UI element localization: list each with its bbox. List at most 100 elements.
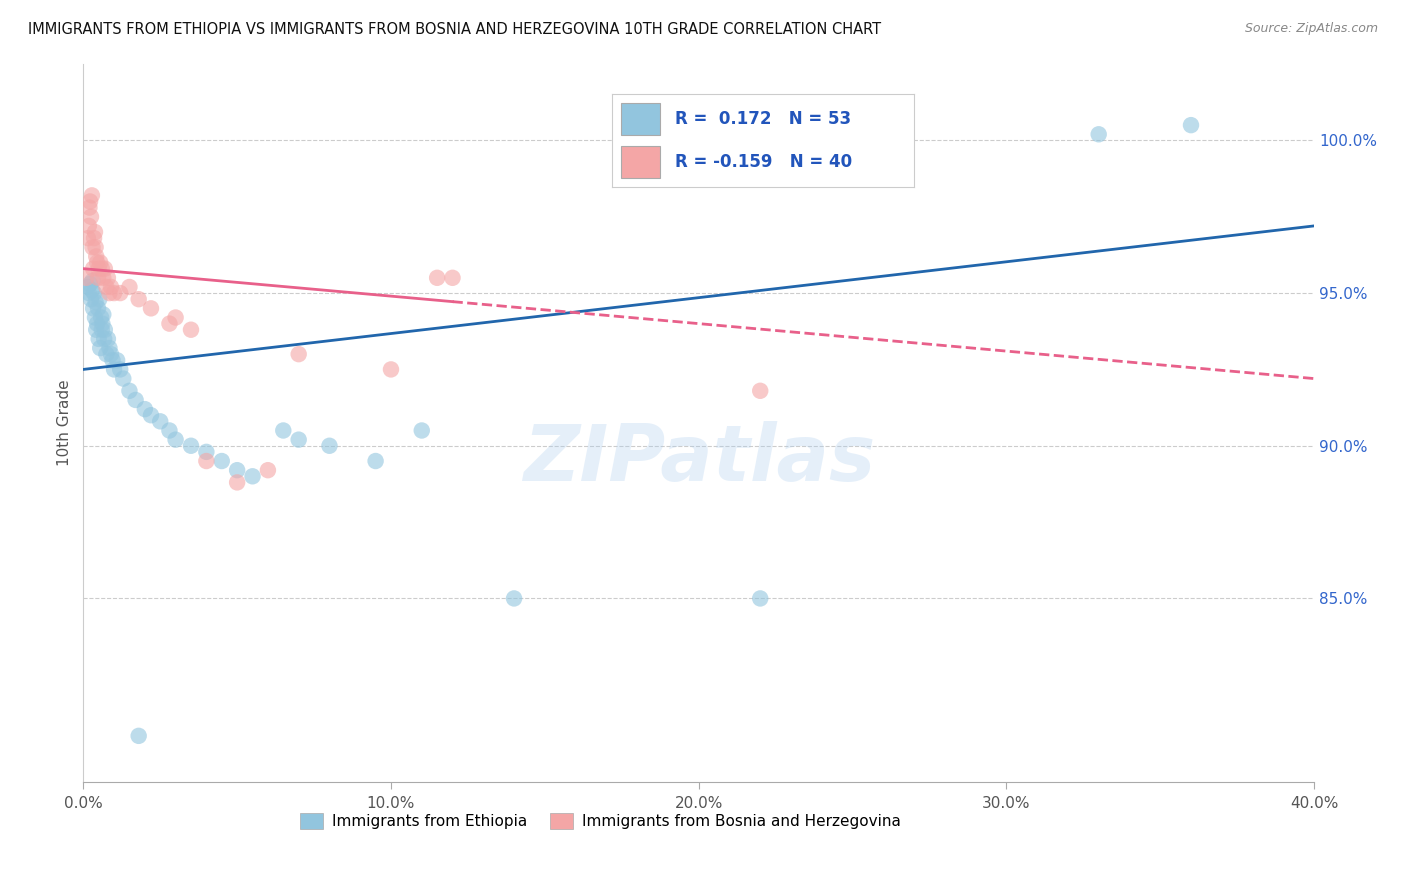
Point (749, 591, 772, 606)
Point (98, 286, 121, 301)
Point (84, 249, 107, 263)
Point (89, 341, 111, 355)
Point (118, 384, 141, 398)
Point (103, 286, 125, 301)
Point (257, 463, 280, 477)
Point (105, 353, 128, 368)
Point (211, 454, 233, 468)
Point (128, 292, 150, 306)
Point (82, 261, 104, 276)
Point (80, 283, 103, 297)
Point (82, 274, 104, 288)
Point (80, 292, 103, 306)
Point (83, 286, 105, 301)
Point (1087, 128, 1109, 142)
Point (90, 323, 112, 337)
Point (84, 225, 107, 239)
Point (80, 210, 103, 224)
Y-axis label: 10th Grade: 10th Grade (58, 380, 72, 467)
Text: R =  0.172   N = 53: R = 0.172 N = 53 (675, 110, 851, 128)
Point (84, 310, 107, 325)
Bar (620, 103, 659, 135)
Point (118, 280, 141, 294)
Point (749, 384, 772, 398)
Point (318, 439, 340, 453)
Point (77, 280, 100, 294)
Point (103, 362, 125, 376)
Point (82, 301, 104, 316)
Text: ZIPatlas: ZIPatlas (523, 421, 875, 497)
Point (287, 347, 309, 361)
Point (271, 424, 294, 438)
Point (89, 292, 111, 306)
Point (87, 261, 110, 276)
Point (83, 231, 105, 245)
Point (91, 270, 114, 285)
Text: IMMIGRANTS FROM ETHIOPIA VS IMMIGRANTS FROM BOSNIA AND HERZEGOVINA 10TH GRADE CO: IMMIGRANTS FROM ETHIOPIA VS IMMIGRANTS F… (28, 22, 882, 37)
Point (242, 469, 264, 483)
Point (87, 270, 110, 285)
Bar (620, 146, 659, 178)
Point (128, 729, 150, 743)
Point (364, 454, 387, 468)
Point (226, 475, 249, 490)
Point (159, 424, 181, 438)
Point (195, 454, 218, 468)
Point (84, 295, 107, 310)
Point (1180, 118, 1202, 132)
Point (503, 591, 526, 606)
Point (90, 310, 112, 325)
Point (139, 301, 162, 316)
Point (110, 362, 132, 376)
Text: Source: ZipAtlas.com: Source: ZipAtlas.com (1244, 22, 1378, 36)
Point (87, 332, 110, 346)
Point (84, 240, 107, 254)
Point (195, 445, 218, 459)
Point (79, 194, 101, 209)
Point (159, 317, 181, 331)
Point (112, 371, 135, 385)
Point (100, 280, 122, 294)
Point (79, 201, 101, 215)
Point (82, 240, 104, 254)
Point (165, 310, 187, 325)
Point (93, 332, 115, 346)
Point (98, 341, 121, 355)
Point (97, 270, 120, 285)
Point (149, 414, 172, 428)
Point (77, 231, 100, 245)
Point (101, 353, 124, 368)
Point (411, 424, 433, 438)
Point (226, 463, 249, 477)
Point (287, 433, 309, 447)
Point (91, 317, 114, 331)
Point (426, 270, 449, 285)
Point (77, 219, 100, 233)
Point (77, 286, 100, 301)
Point (79, 277, 101, 291)
Point (86, 317, 108, 331)
Point (380, 362, 402, 376)
Point (180, 439, 202, 453)
Point (124, 392, 146, 407)
Point (180, 323, 202, 337)
Point (139, 408, 162, 422)
Point (100, 347, 122, 361)
Point (80, 188, 103, 202)
Point (97, 332, 120, 346)
Point (134, 402, 156, 417)
Point (91, 308, 114, 322)
Point (87, 301, 110, 316)
Point (165, 433, 187, 447)
Point (84, 323, 107, 337)
Point (110, 286, 132, 301)
Point (86, 255, 108, 269)
Point (96, 280, 118, 294)
Legend: Immigrants from Ethiopia, Immigrants from Bosnia and Herzegovina: Immigrants from Ethiopia, Immigrants fro… (294, 806, 907, 835)
Point (90, 261, 112, 276)
Point (89, 255, 111, 269)
Point (75, 270, 97, 285)
Point (441, 270, 464, 285)
Point (94, 323, 117, 337)
Point (94, 261, 117, 276)
